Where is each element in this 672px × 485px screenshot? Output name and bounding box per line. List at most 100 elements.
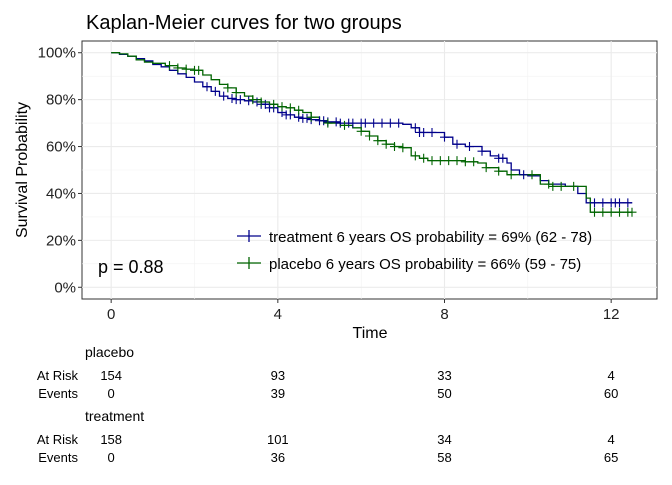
risk-cell: 4 (608, 368, 615, 383)
censor-mark (381, 139, 391, 149)
censor-mark (356, 126, 366, 136)
y-tick-label: 80% (46, 92, 76, 109)
censor-mark (444, 156, 454, 166)
censor-mark (369, 118, 379, 128)
censor-mark (460, 157, 470, 167)
censor-mark (598, 207, 608, 217)
censor-mark (452, 156, 462, 166)
censor-mark (410, 151, 420, 161)
risk-cell: 65 (604, 450, 618, 465)
x-tick-label: 12 (603, 306, 620, 323)
legend: treatment 6 years OS probability = 69% (… (237, 229, 592, 273)
censor-mark (452, 139, 462, 149)
risk-cell: 101 (267, 432, 289, 447)
censor-mark (202, 82, 212, 92)
censor-mark (615, 207, 624, 217)
censor-mark (390, 142, 399, 152)
censor-mark (481, 163, 491, 173)
censor-mark (435, 156, 445, 166)
censor-mark (469, 157, 479, 167)
censor-mark (373, 136, 383, 146)
censor-mark (556, 181, 566, 191)
censor-mark (223, 83, 233, 93)
censor-mark (410, 123, 420, 133)
y-tick-label: 40% (46, 185, 76, 202)
chart-title: Kaplan-Meier curves for two groups (86, 12, 402, 34)
risk-row-label: Events (38, 386, 78, 401)
censor-marks (165, 61, 637, 217)
risk-cell: 93 (271, 368, 285, 383)
x-tick-label: 0 (107, 306, 115, 323)
censor-mark (465, 142, 474, 152)
censor-mark (173, 63, 183, 73)
censor-mark (244, 96, 254, 106)
y-tick-label: 20% (46, 232, 76, 249)
y-tick-label: 100% (38, 45, 76, 62)
risk-cell: 154 (100, 368, 122, 383)
risk-cell: 0 (108, 386, 115, 401)
censor-mark (335, 118, 345, 128)
censor-mark (194, 65, 204, 75)
pvalue-label: p = 0.88 (98, 257, 164, 277)
axes: 0 4 8 12 0% 20% 40% 60% 80% 100% (38, 45, 620, 323)
censor-mark (427, 156, 437, 166)
censor-mark (210, 86, 220, 96)
legend-label: treatment 6 years OS probability = 69% (… (269, 229, 592, 246)
censor-mark (544, 179, 554, 189)
censor-mark (302, 113, 312, 123)
censor-mark (548, 181, 558, 191)
censor-mark (285, 103, 295, 113)
censor-mark (319, 116, 329, 126)
censor-mark (398, 143, 408, 153)
censor-mark (331, 117, 341, 127)
censor-mark (598, 198, 608, 208)
x-tick-label: 8 (440, 306, 448, 323)
risk-cell: 158 (100, 432, 122, 447)
risk-group-name: placebo (85, 344, 134, 360)
x-tick-label: 4 (274, 306, 282, 323)
censor-mark (477, 146, 487, 156)
risk-table: placebo At Risk 154 93 33 4 Events 0 39 50 60 treat… (37, 344, 619, 465)
censor-mark (527, 170, 537, 180)
censor-mark (231, 88, 241, 98)
censor-mark (419, 153, 429, 163)
censor-mark (235, 95, 245, 105)
x-axis-label: Time (353, 325, 388, 342)
risk-cell: 39 (271, 386, 285, 401)
censor-mark (294, 105, 304, 115)
risk-cell: 36 (271, 450, 285, 465)
censor-mark (590, 207, 599, 217)
censor-mark (377, 118, 387, 128)
risk-cell: 34 (437, 432, 451, 447)
risk-row-label: Events (38, 450, 78, 465)
censor-mark (427, 127, 437, 137)
risk-cell: 0 (108, 450, 115, 465)
legend-label: placebo 6 years OS probability = 66% (59… (269, 256, 581, 273)
censor-mark (277, 102, 287, 112)
censor-mark (494, 166, 504, 176)
grid-lines (82, 41, 657, 299)
y-tick-label: 0% (54, 279, 76, 296)
censor-mark (623, 198, 633, 208)
censor-mark (440, 132, 449, 142)
y-tick-label: 60% (46, 139, 76, 156)
risk-cell: 4 (608, 432, 615, 447)
risk-cell: 58 (437, 450, 451, 465)
risk-row-label: At Risk (37, 432, 79, 447)
censor-mark (506, 170, 516, 180)
risk-group-name: treatment (85, 408, 144, 424)
censor-mark (419, 127, 429, 137)
censor-mark (269, 99, 279, 109)
censor-mark (181, 64, 191, 74)
censor-mark (219, 91, 229, 101)
censor-mark (385, 118, 395, 128)
censor-mark (590, 198, 599, 208)
censor-mark (165, 61, 174, 71)
censor-mark (360, 118, 370, 128)
risk-cell: 60 (604, 386, 618, 401)
censor-mark (306, 112, 316, 122)
censor-mark (348, 118, 358, 128)
censor-mark (498, 153, 508, 163)
